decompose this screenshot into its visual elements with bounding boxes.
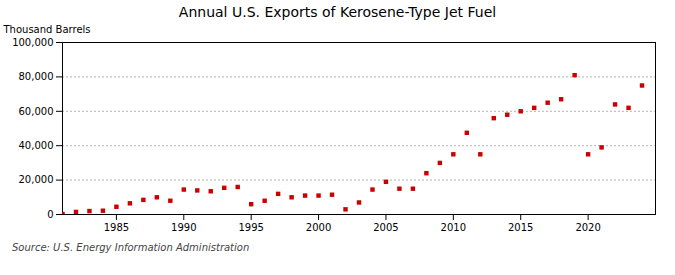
html-text:Annual U.S. Exports of Kerosen: Annual U.S. Exports of Kerosene-Type Jet…	[178, 4, 497, 20]
svg-text:2000: 2000	[306, 222, 331, 233]
svg-text:80,000: 80,000	[19, 71, 54, 82]
svg-text:1990: 1990	[171, 222, 196, 233]
svg-text:2020: 2020	[575, 222, 600, 233]
svg-text:Thousand Barrels: Thousand Barrels	[3, 24, 91, 35]
svg-text:1985: 1985	[104, 222, 129, 233]
svg-text:40,000: 40,000	[19, 140, 54, 151]
svg-text:2015: 2015	[508, 222, 533, 233]
html-text:Source: U.S. Energy Informatio: Source: U.S. Energy Information Administ…	[12, 242, 250, 253]
svg-text:2010: 2010	[441, 222, 466, 233]
svg-text:100,000: 100,000	[12, 37, 53, 48]
svg-text:2005: 2005	[373, 222, 398, 233]
svg-text:60,000: 60,000	[19, 106, 54, 117]
svg-text:1995: 1995	[238, 222, 263, 233]
svg-text:0: 0	[47, 209, 53, 220]
svg-text:20,000: 20,000	[19, 174, 54, 185]
